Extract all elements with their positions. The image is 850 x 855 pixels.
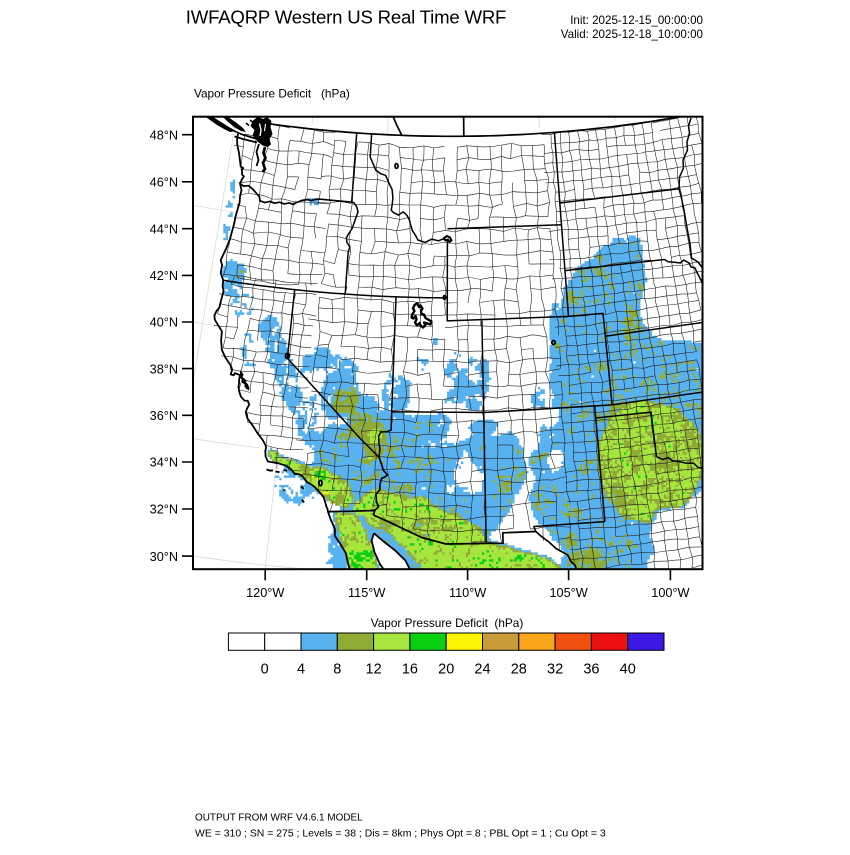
svg-text:46°N: 46°N [150,176,178,190]
svg-text:44°N: 44°N [150,222,178,236]
svg-text:32°N: 32°N [150,503,178,517]
svg-text:34°N: 34°N [150,456,178,470]
svg-text:36°N: 36°N [150,409,178,423]
svg-text:120°W: 120°W [246,586,284,600]
svg-text:105°W: 105°W [549,586,587,600]
svg-text:38°N: 38°N [150,362,178,376]
svg-text:16: 16 [402,662,418,678]
svg-text:Valid: 2025-12-18_10:00:00: Valid: 2025-12-18_10:00:00 [561,28,703,41]
svg-text:28: 28 [511,662,527,678]
svg-text:8: 8 [333,662,341,678]
svg-text:30°N: 30°N [150,550,178,564]
svg-text:110°W: 110°W [449,586,486,600]
svg-text:12: 12 [366,662,382,678]
svg-text:115°W: 115°W [348,586,385,600]
svg-text:WE = 310 ; SN = 275 ; Levels =: WE = 310 ; SN = 275 ; Levels = 38 ; Dis … [195,829,606,840]
svg-text:Init: 2025-12-15_00:00:00: Init: 2025-12-15_00:00:00 [570,14,703,27]
svg-text:42°N: 42°N [150,269,178,283]
svg-text:40: 40 [620,662,636,678]
svg-text:32: 32 [547,662,563,678]
svg-text:0: 0 [261,662,269,678]
svg-text:20: 20 [438,662,454,678]
svg-text:48°N: 48°N [150,128,178,142]
svg-text:36: 36 [583,662,599,678]
svg-text:Vapor Pressure Deficit (hPa): Vapor Pressure Deficit (hPa) [194,87,350,101]
svg-text:24: 24 [474,662,490,678]
svg-text:Vapor Pressure Deficit (hPa): Vapor Pressure Deficit (hPa) [371,616,524,630]
svg-text:IWFAQRP Western US Real Time W: IWFAQRP Western US Real Time WRF [186,7,506,28]
svg-text:40°N: 40°N [150,316,178,330]
svg-text:100°W: 100°W [651,586,689,600]
svg-text:4: 4 [297,662,305,678]
svg-text:OUTPUT FROM WRF V4.6.1 MODEL: OUTPUT FROM WRF V4.6.1 MODEL [195,813,363,824]
